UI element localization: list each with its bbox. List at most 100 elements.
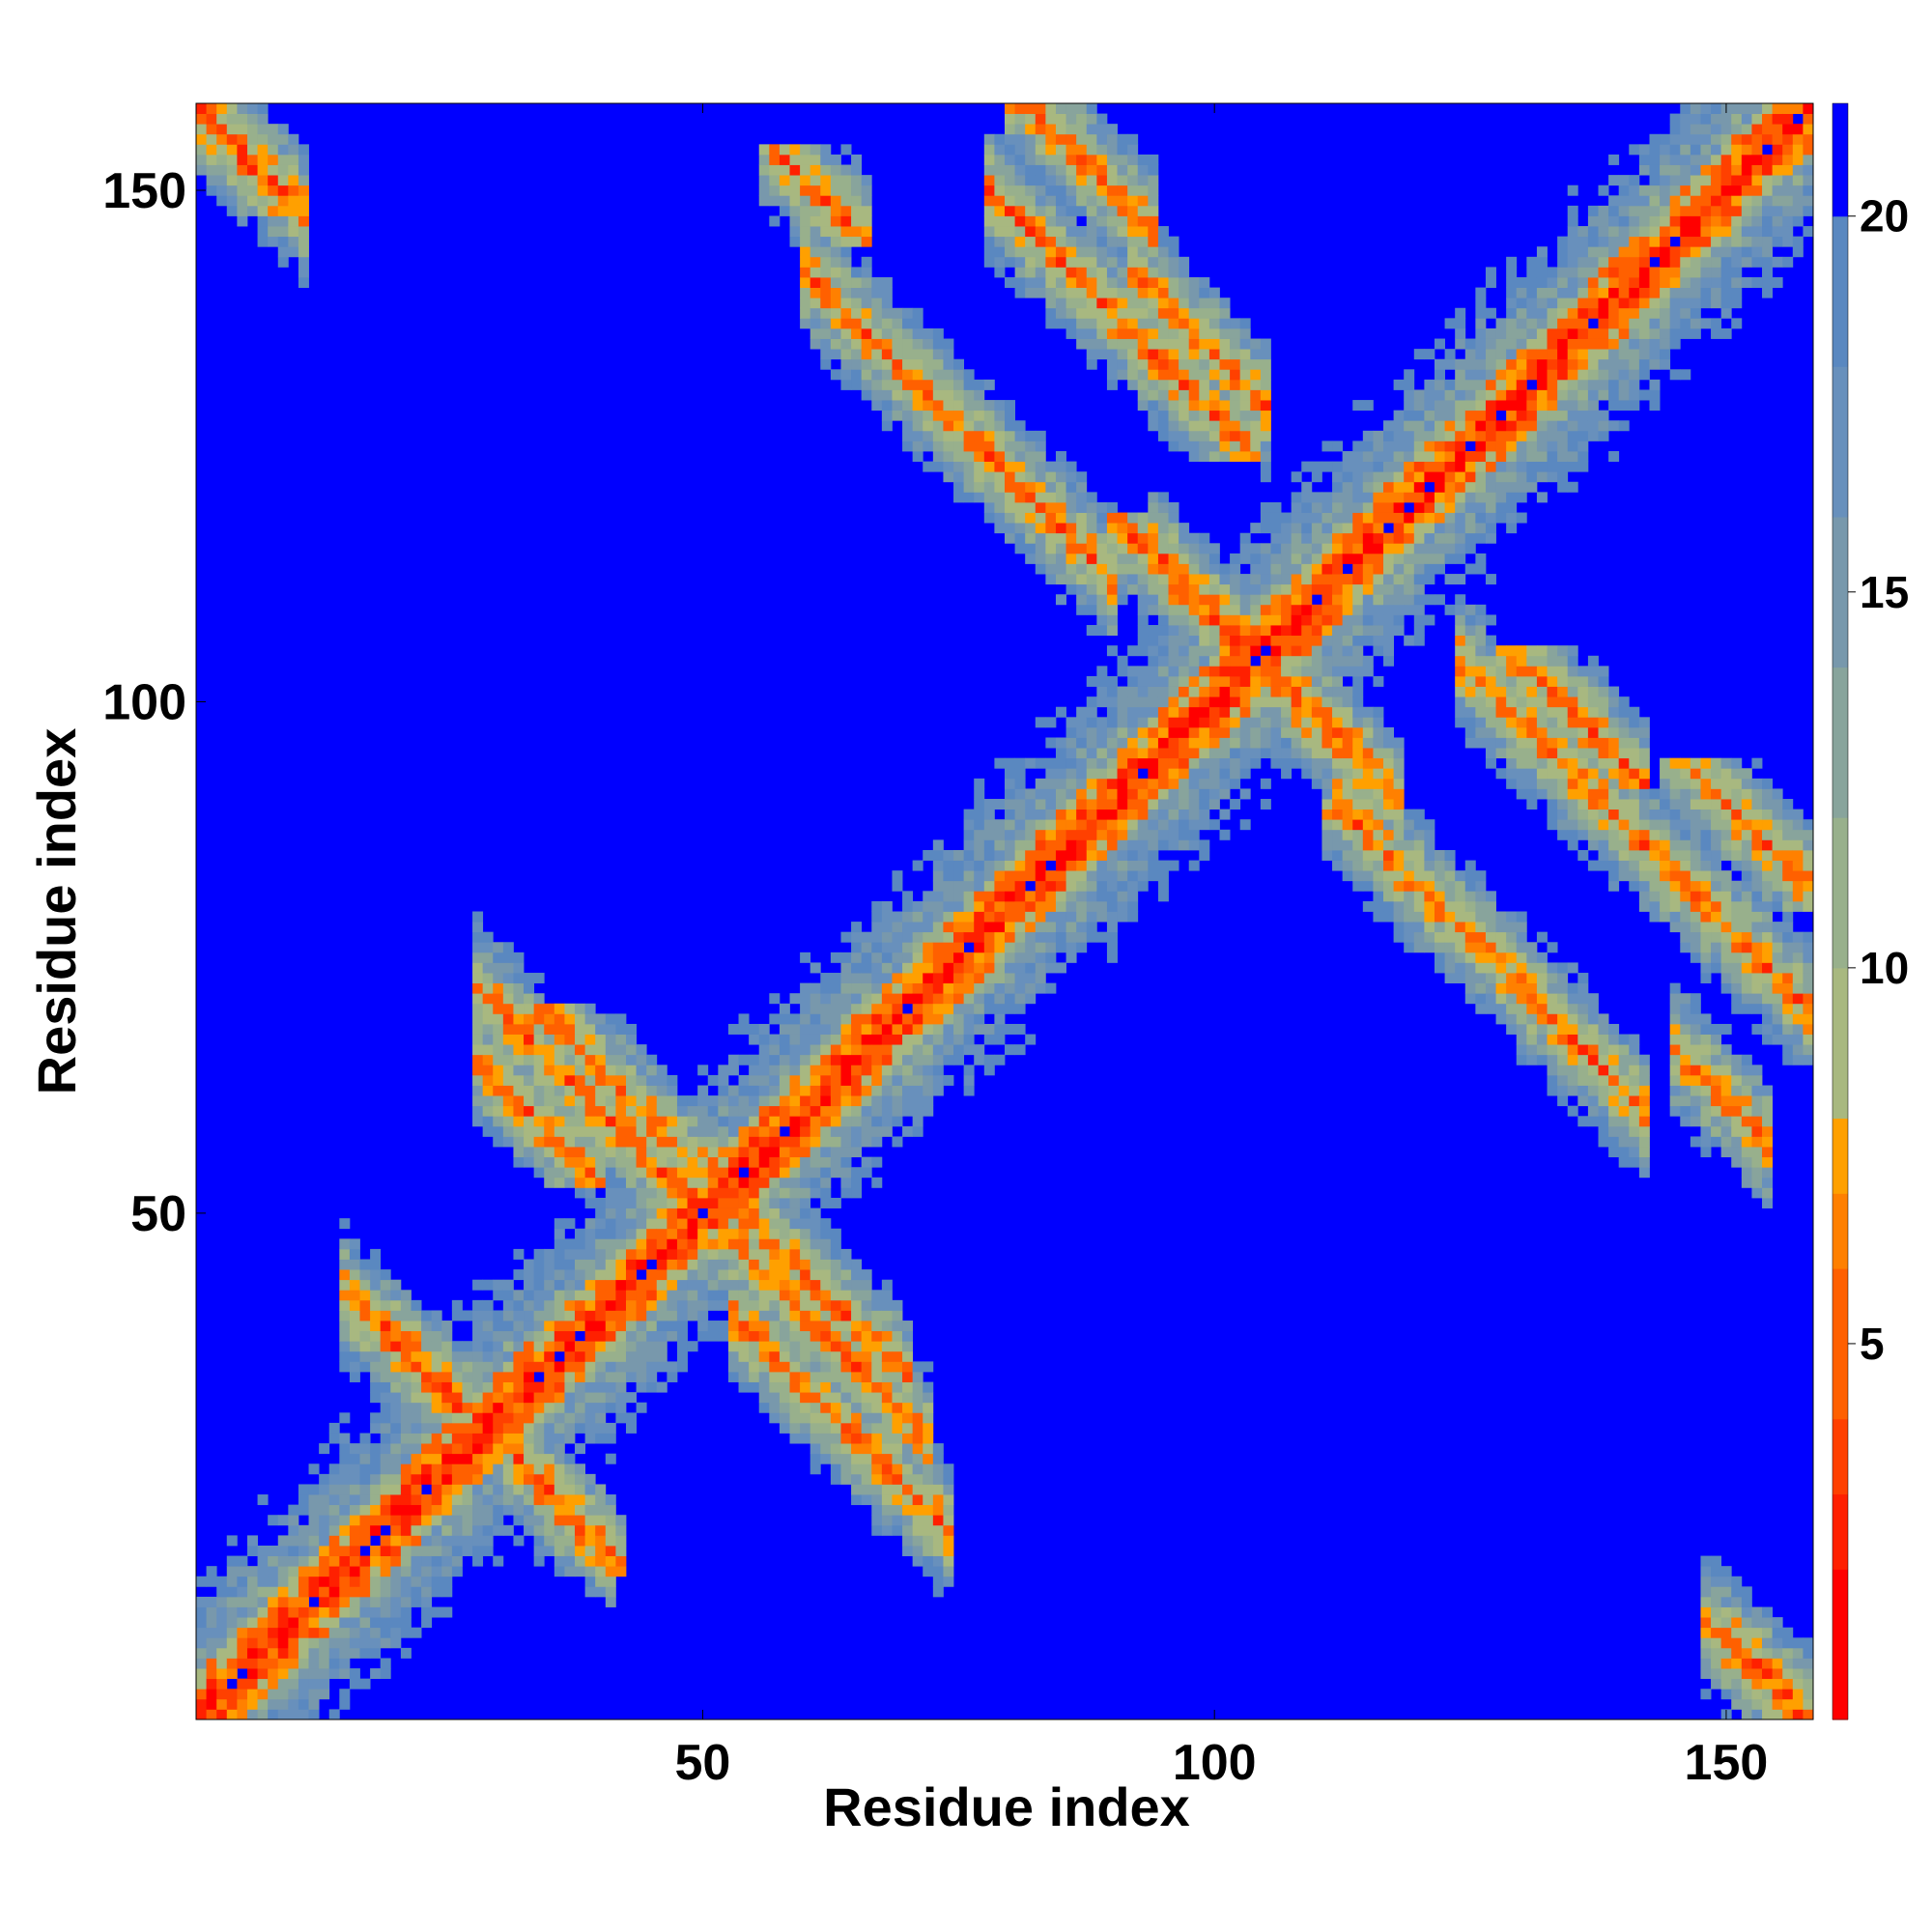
heatmap-cell [533, 1341, 545, 1352]
heatmap-cell [881, 1371, 893, 1382]
heatmap-cell [1035, 553, 1046, 564]
heatmap-cell [738, 1197, 750, 1208]
heatmap-cell [881, 1044, 893, 1056]
heatmap-cell [411, 1524, 422, 1536]
heatmap-cell [1137, 686, 1149, 697]
heatmap-cell [441, 1535, 453, 1547]
heatmap-cell [1127, 175, 1139, 186]
heatmap-cell [554, 1065, 565, 1076]
heatmap-cell [1086, 891, 1097, 902]
heatmap-cell [1045, 492, 1057, 503]
heatmap-cell [1219, 349, 1231, 360]
heatmap-cell [575, 1105, 585, 1117]
heatmap-cell [830, 1116, 841, 1127]
heatmap-cell [974, 1003, 985, 1014]
heatmap-cell [1096, 880, 1108, 892]
heatmap-cell [257, 175, 269, 186]
heatmap-cell [1332, 706, 1344, 718]
heatmap-cell [1086, 757, 1097, 769]
heatmap-cell [544, 1504, 555, 1516]
heatmap-cell [288, 1576, 299, 1587]
heatmap-cell [1014, 860, 1026, 871]
heatmap-cell [1332, 799, 1344, 810]
heatmap-cell [667, 1187, 678, 1199]
heatmap-cell [575, 1116, 585, 1127]
heatmap-cell [923, 1065, 934, 1076]
heatmap-cell [758, 1321, 770, 1332]
heatmap-cell [1025, 287, 1037, 298]
heatmap-cell [349, 1463, 360, 1475]
heatmap-cell [298, 1484, 309, 1495]
heatmap-cell [1239, 583, 1251, 595]
heatmap-cell [1096, 799, 1108, 810]
heatmap-cell [983, 481, 995, 493]
heatmap-cell [656, 1218, 668, 1230]
heatmap-cell [1188, 349, 1200, 360]
heatmap-cell [605, 1187, 616, 1199]
heatmap-cell [544, 1494, 555, 1506]
heatmap-cell [462, 1422, 473, 1434]
heatmap-cell [1208, 655, 1220, 667]
heatmap-cell [1096, 788, 1108, 800]
heatmap-cell [1045, 256, 1057, 268]
heatmap-cell [1321, 726, 1333, 738]
heatmap-cell [1117, 819, 1128, 831]
heatmap-cell [1086, 154, 1097, 165]
heatmap-cell [1127, 226, 1139, 238]
heatmap-cell [544, 1422, 555, 1434]
heatmap-cell [1137, 829, 1149, 840]
heatmap-cell [615, 1279, 627, 1291]
heatmap-cell [421, 1361, 433, 1373]
heatmap-cell [1321, 778, 1333, 789]
heatmap-cell [349, 1637, 360, 1649]
heatmap-cell [564, 1330, 576, 1342]
heatmap-cell [851, 982, 863, 994]
heatmap-cell [1352, 614, 1364, 626]
heatmap-cell [1137, 298, 1149, 309]
heatmap-cell [1127, 164, 1139, 176]
heatmap-cell [830, 185, 841, 196]
heatmap-cell [676, 1321, 688, 1332]
heatmap-cell [1321, 819, 1333, 831]
heatmap-cell [687, 1177, 698, 1188]
heatmap-cell [892, 1463, 903, 1475]
heatmap-cell [493, 1013, 504, 1025]
heatmap-cell [994, 246, 1006, 258]
heatmap-cell [1076, 574, 1088, 585]
heatmap-cell [584, 1044, 596, 1056]
heatmap-cell [625, 1167, 637, 1179]
heatmap-cell [1342, 604, 1353, 615]
heatmap-cell [758, 1147, 770, 1158]
heatmap-cell [1230, 594, 1241, 606]
heatmap-cell [339, 1596, 351, 1607]
heatmap-cell [1179, 583, 1190, 595]
heatmap-cell [718, 1177, 729, 1188]
heatmap-cell [963, 492, 975, 503]
heatmap-cell [257, 1494, 269, 1506]
heatmap-cell [820, 175, 832, 186]
heatmap-cell [963, 911, 975, 923]
heatmap-cell [1076, 154, 1088, 165]
heatmap-cell [1055, 563, 1066, 575]
heatmap-cell [1168, 440, 1179, 452]
heatmap-cell [298, 1647, 309, 1659]
heatmap-cell [923, 1524, 934, 1536]
heatmap-cell [1301, 748, 1313, 759]
heatmap-cell [943, 410, 954, 421]
heatmap-cell [451, 1299, 463, 1311]
heatmap-cell [758, 1392, 770, 1404]
heatmap-cell [1342, 706, 1353, 718]
heatmap-cell [298, 1689, 309, 1700]
heatmap-cell [923, 1105, 934, 1117]
heatmap-cell [779, 1321, 790, 1332]
heatmap-cell [810, 1361, 821, 1373]
heatmap-cell [1291, 614, 1302, 626]
heatmap-cell [892, 1392, 903, 1404]
heatmap-cell [564, 1156, 576, 1168]
heatmap-cell [544, 1105, 555, 1117]
heatmap-cell [1127, 307, 1139, 319]
heatmap-cell [861, 1330, 872, 1342]
heatmap-cell [707, 1125, 719, 1137]
heatmap-cell [1014, 164, 1026, 176]
heatmap-cell [923, 982, 934, 994]
